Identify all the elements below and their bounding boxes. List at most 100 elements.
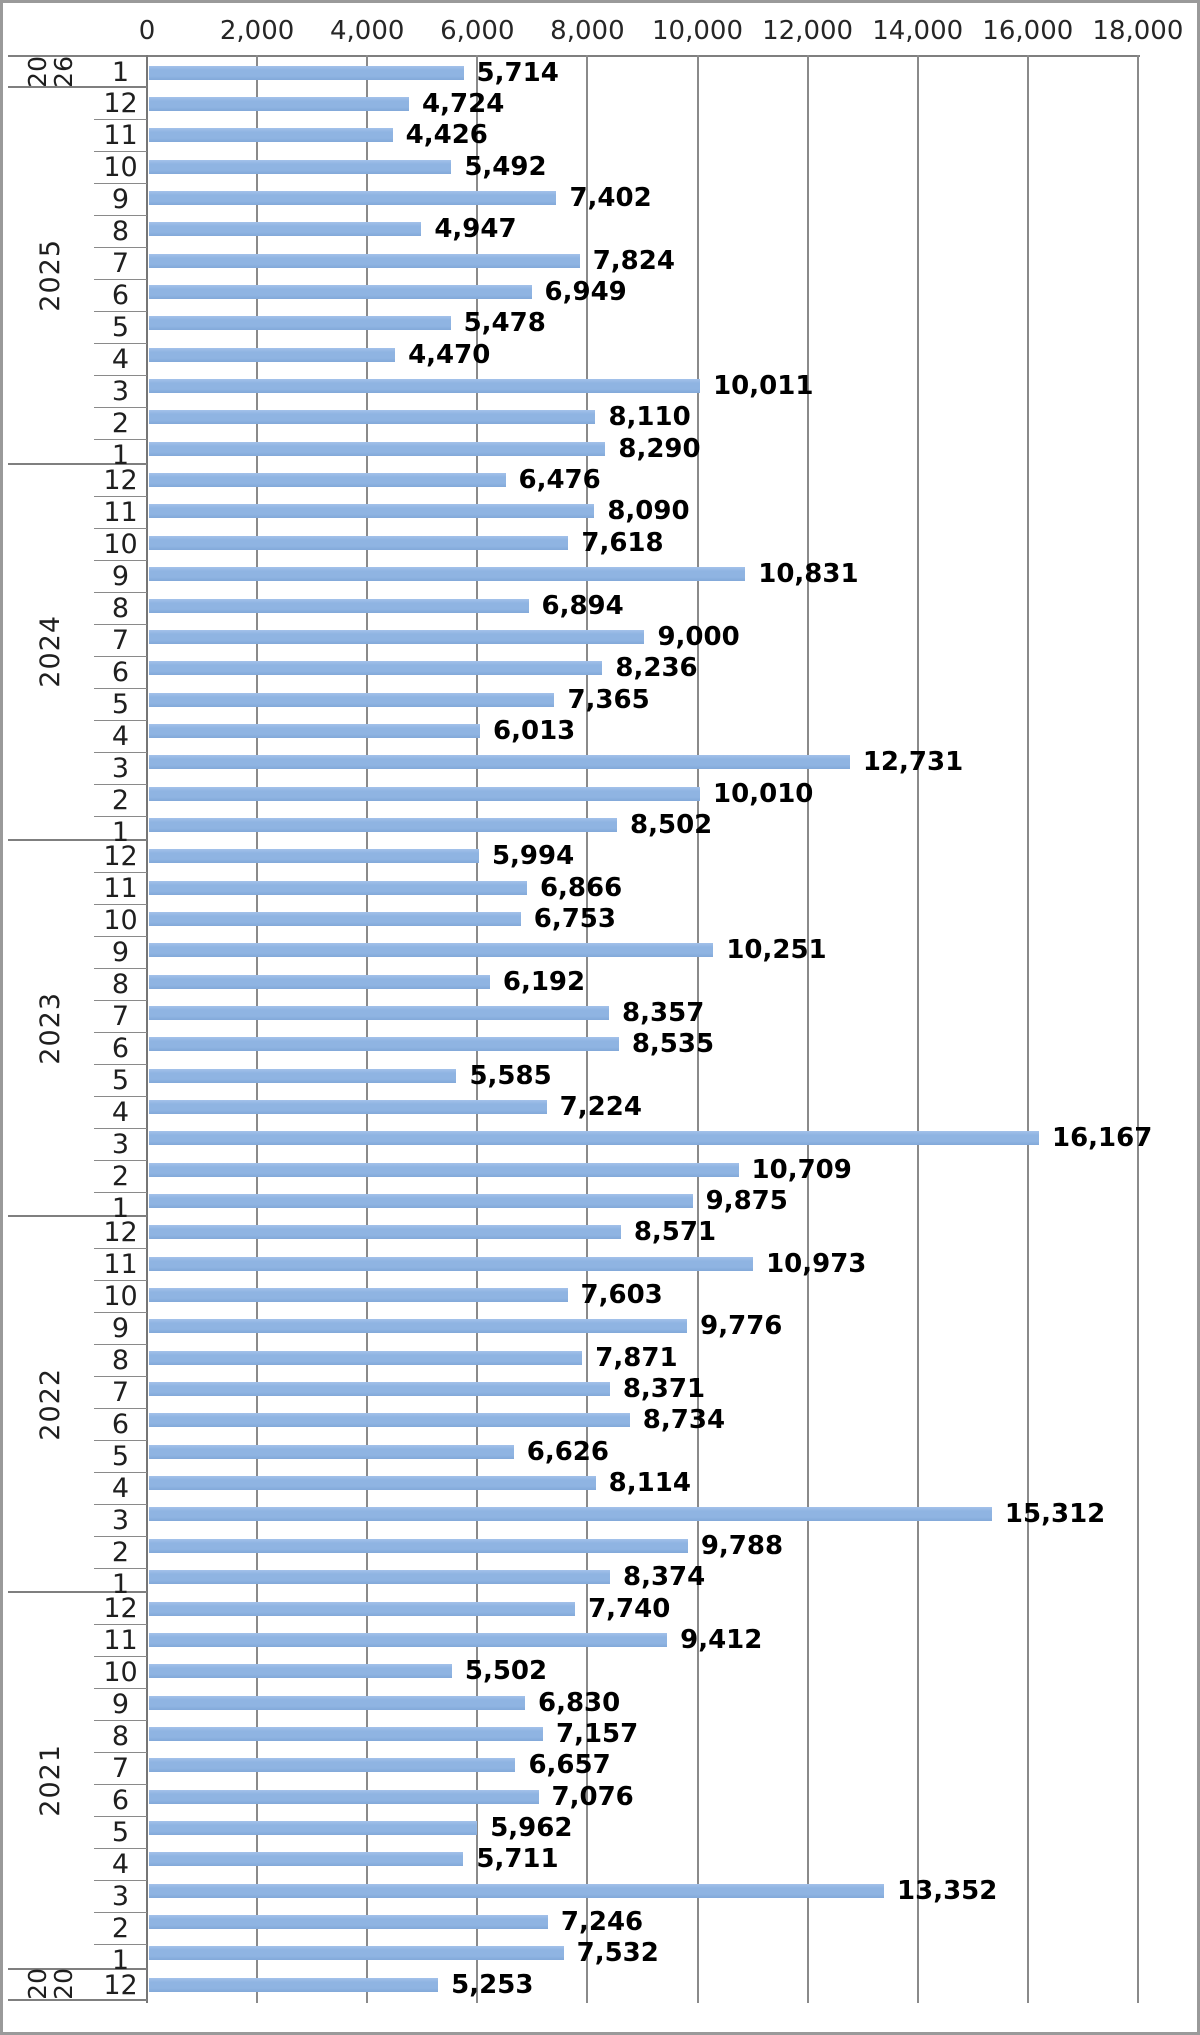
bar-value-label: 7,871 <box>595 1342 678 1373</box>
bar-2021-12 <box>149 1601 576 1616</box>
bar-2021-3 <box>149 1883 885 1898</box>
bar-row: 7,740 <box>149 1593 1191 1624</box>
bar-value-label: 5,962 <box>490 1812 573 1843</box>
bar-2021-5 <box>149 1820 478 1835</box>
gridline <box>586 55 589 2003</box>
month-label: 3 <box>94 1129 147 1161</box>
bar-value-label: 15,312 <box>1004 1499 1106 1530</box>
year-group-2026: 20 26 1 <box>8 56 147 89</box>
bar-row: 9,776 <box>149 1311 1191 1342</box>
bar-value-label: 8,090 <box>607 496 690 527</box>
bar-row: 6,949 <box>149 276 1191 307</box>
month-label: 1 <box>111 816 130 848</box>
bar-row: 7,076 <box>149 1781 1191 1812</box>
bar-row: 6,013 <box>149 715 1191 746</box>
bar-value-label: 7,246 <box>560 1906 644 1937</box>
month-label: 11 <box>94 497 147 529</box>
month-label: 11 <box>94 1625 147 1658</box>
value-axis-tick-label: 16,000 <box>982 16 1074 46</box>
bar-value-label: 12,731 <box>862 747 964 778</box>
bar-value-label: 9,000 <box>657 621 740 652</box>
months-column: 12 <box>94 1969 147 2001</box>
months-column: 12 11 10 9 8 7 6 5 4 3 2 1 <box>94 465 147 848</box>
bar-value-label: 7,603 <box>580 1280 663 1311</box>
bar-2021-4 <box>149 1852 464 1867</box>
bar-2022-2 <box>149 1538 688 1553</box>
year-group-2021: 2021 12 11 10 9 8 7 6 5 4 3 2 1 <box>8 1593 147 1976</box>
value-axis-tick-label: 12,000 <box>762 16 854 46</box>
year-group-2025: 2025 12 11 10 9 8 7 6 5 4 3 2 1 <box>8 88 147 471</box>
year-group-2020: 20 20 12 <box>8 1968 147 2001</box>
bar-row: 5,994 <box>149 841 1191 872</box>
bar-value-label: 6,949 <box>544 277 627 308</box>
bar-2021-8 <box>149 1726 543 1741</box>
bar-row: 7,618 <box>149 527 1191 558</box>
bar-row: 15,312 <box>149 1499 1191 1530</box>
bar-row: 10,010 <box>149 778 1191 809</box>
bar-2023-7 <box>149 1005 610 1020</box>
bar-value-label: 6,753 <box>533 903 616 934</box>
year-label-text: 2021 <box>34 1744 66 1817</box>
bar-row: 6,192 <box>149 966 1191 997</box>
month-label: 10 <box>94 152 147 185</box>
year-label-text: 2023 <box>34 991 66 1065</box>
month-label: 4 <box>94 1849 147 1882</box>
bar-value-label: 6,476 <box>518 465 601 496</box>
month-label: 5 <box>94 1441 147 1474</box>
bar-value-label: 8,734 <box>642 1405 726 1436</box>
month-label: 12 <box>103 1969 138 2001</box>
bar-2022-9 <box>149 1319 688 1334</box>
month-label: 11 <box>94 120 147 153</box>
bar-2024-6 <box>149 661 603 676</box>
bar-value-label: 5,502 <box>464 1656 548 1687</box>
value-axis-line <box>8 55 1140 57</box>
year-label-2021: 2021 <box>8 1593 94 1967</box>
month-label: 3 <box>94 753 147 785</box>
bar-value-label: 8,114 <box>608 1468 691 1499</box>
bar-2022-8 <box>149 1350 583 1365</box>
bar-2021-7 <box>149 1758 516 1773</box>
bar-row: 7,224 <box>149 1091 1191 1122</box>
month-label: 1 <box>111 1945 130 1977</box>
year-label-text: 2025 <box>34 239 66 312</box>
bar-value-label: 9,875 <box>705 1186 788 1217</box>
year-label-2025: 2025 <box>8 88 94 462</box>
months-column: 12 11 10 9 8 7 6 5 4 3 2 1 <box>94 841 147 1224</box>
month-label: 11 <box>94 1249 147 1282</box>
bar-2020-12 <box>149 1977 439 1992</box>
bar-2022-4 <box>149 1476 596 1491</box>
bar-2021-2 <box>149 1914 548 1929</box>
bar-row: 8,290 <box>149 433 1191 464</box>
value-axis-tick-label: 0 <box>138 16 156 46</box>
month-label: 6 <box>94 657 147 689</box>
month-label: 6 <box>94 1785 147 1818</box>
month-label: 4 <box>94 1473 147 1506</box>
bar-2025-9 <box>149 191 557 206</box>
bar-row: 8,110 <box>149 402 1191 433</box>
bar-row: 13,352 <box>149 1875 1191 1906</box>
bar-2024-10 <box>149 535 569 550</box>
bar-row: 16,167 <box>149 1123 1191 1154</box>
month-label: 3 <box>94 376 147 409</box>
year-label-text: 2022 <box>34 1367 66 1441</box>
bar-row: 5,711 <box>149 1844 1191 1875</box>
bar-row: 7,402 <box>149 182 1191 213</box>
bar-2023-8 <box>149 974 490 989</box>
bar-value-label: 10,831 <box>758 559 859 590</box>
month-label: 8 <box>94 1721 147 1754</box>
bar-2025-6 <box>149 285 532 300</box>
month-label: 12 <box>94 1593 147 1626</box>
month-label: 9 <box>94 1689 147 1722</box>
bar-row: 8,374 <box>149 1562 1191 1593</box>
bar-value-label: 8,236 <box>615 653 698 684</box>
bar-2025-1 <box>149 441 606 456</box>
month-label: 12 <box>94 88 147 121</box>
bar-value-label: 7,402 <box>569 183 652 214</box>
bar-value-label: 8,374 <box>622 1562 706 1593</box>
month-label: 5 <box>94 689 147 721</box>
bar-value-label: 7,076 <box>551 1781 634 1812</box>
bar-row: 8,734 <box>149 1405 1191 1436</box>
month-label: 9 <box>94 561 147 593</box>
bar-value-label: 4,947 <box>434 214 517 245</box>
